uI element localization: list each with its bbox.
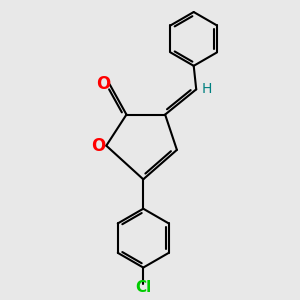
Text: Cl: Cl [135,280,152,295]
Text: O: O [96,75,110,93]
Text: H: H [202,82,212,96]
Text: O: O [91,137,105,155]
